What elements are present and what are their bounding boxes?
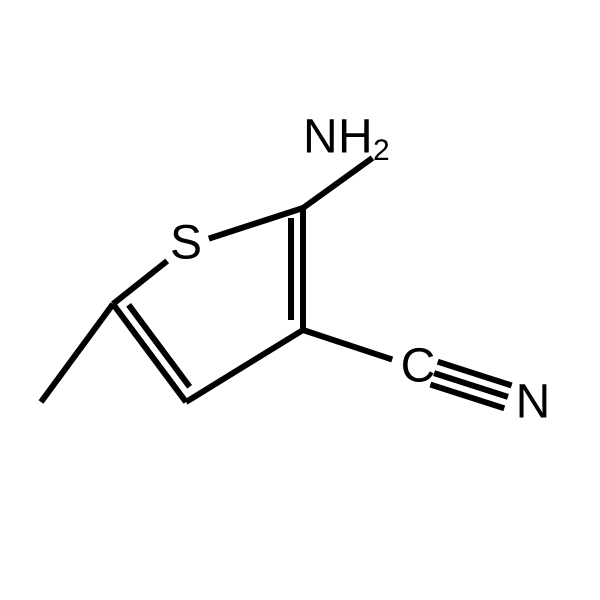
svg-text:C: C bbox=[401, 340, 436, 393]
svg-text:2: 2 bbox=[373, 134, 390, 167]
svg-text:N: N bbox=[303, 111, 338, 164]
svg-text:S: S bbox=[170, 217, 202, 270]
svg-text:N: N bbox=[516, 376, 551, 429]
svg-text:H: H bbox=[338, 111, 373, 164]
